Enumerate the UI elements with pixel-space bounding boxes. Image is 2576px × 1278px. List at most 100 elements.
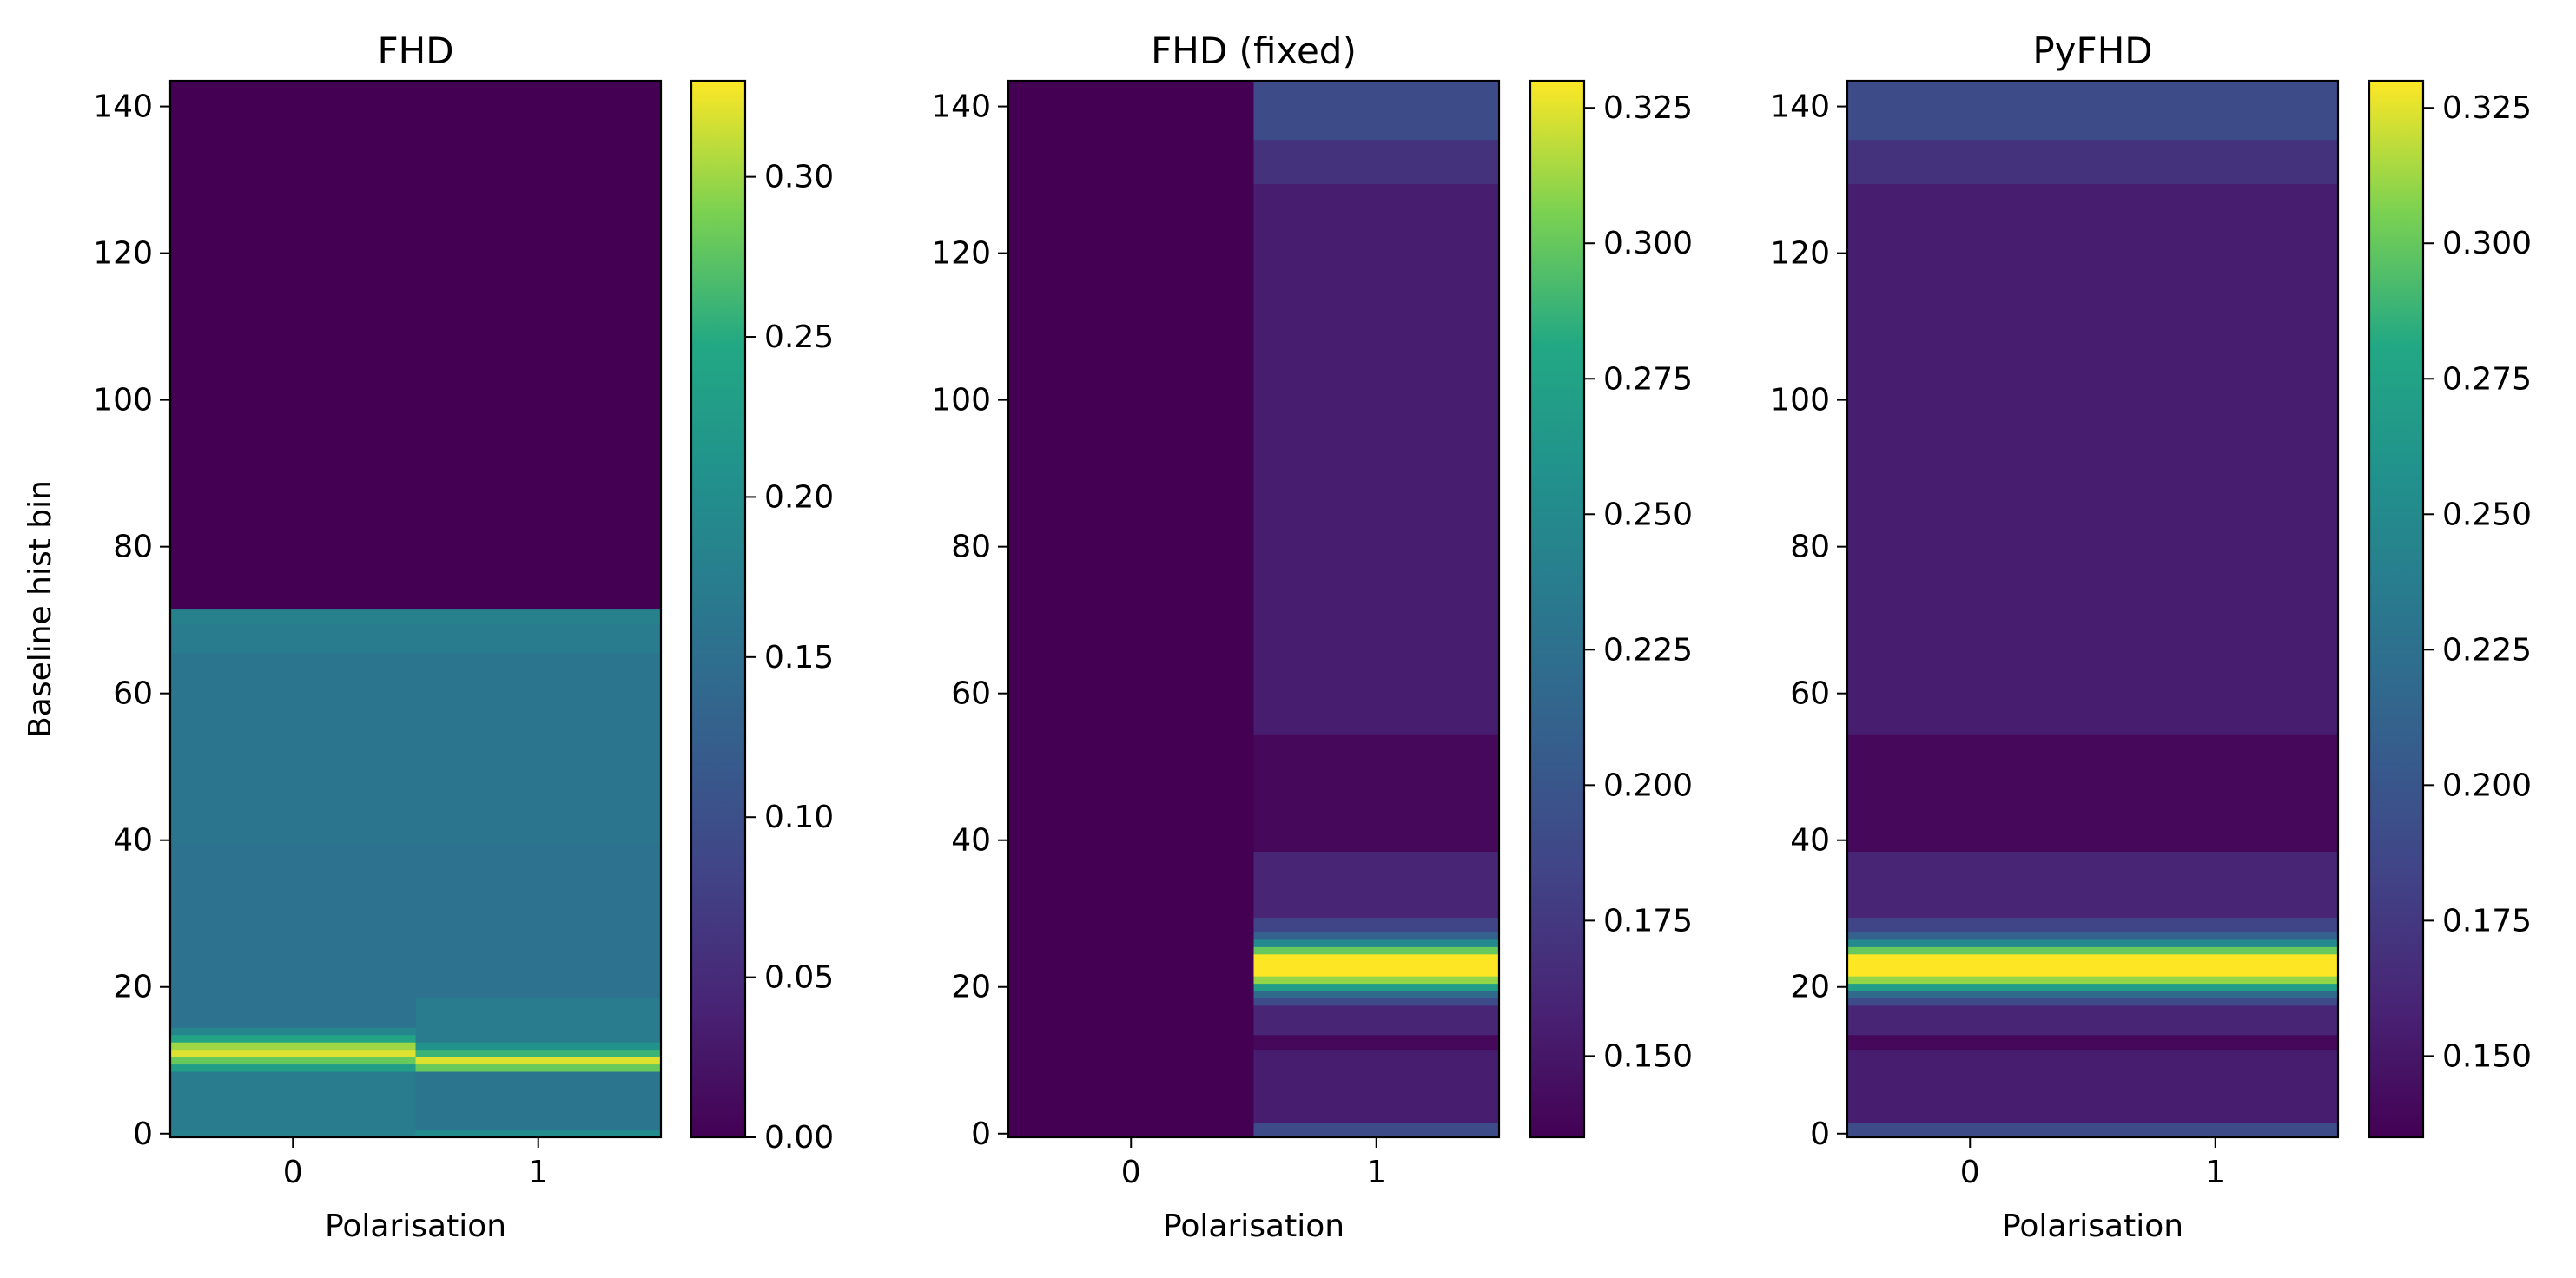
colorbar-tick-label: 0.275	[1603, 361, 1693, 397]
y-tick-label: 140	[931, 89, 991, 125]
heatmap-cell	[1253, 939, 1500, 947]
chart-title: PyFHD	[2032, 30, 2152, 72]
y-tick-label: 40	[113, 823, 153, 859]
colorbar-tick-label: 0.225	[2442, 632, 2532, 668]
heatmap-cell	[415, 843, 662, 999]
heatmap-cell	[1847, 1049, 2094, 1123]
heatmap-cell	[1253, 81, 1500, 141]
heatmap-cell	[2092, 953, 2339, 977]
heatmap-cell	[2092, 139, 2339, 184]
colorbar-tick-label: 0.325	[2442, 90, 2532, 126]
y-tick-label: 20	[1790, 970, 1830, 1005]
x-axis-label: Polarisation	[1163, 1209, 1344, 1244]
heatmap-cell	[170, 1057, 417, 1065]
heatmap-cell	[1847, 990, 2094, 999]
heatmap-cell	[2092, 983, 2339, 991]
heatmap-cell	[1253, 976, 1500, 985]
colorbar-frame	[1529, 79, 1586, 1139]
colorbar-tick-label: 0.25	[764, 320, 834, 355]
heatmap-cell	[1008, 81, 1255, 1138]
y-tick-label: 0	[1810, 1117, 1830, 1152]
y-tick-label: 100	[1770, 383, 1830, 418]
y-tick-label: 140	[93, 89, 153, 125]
heatmap-cell	[170, 609, 417, 624]
heatmap-cell	[1253, 851, 1500, 919]
subplot-2: PyFHD 0 20 40 60 80 100 120 140 0 1 Polarisation 0.1…	[1770, 30, 2532, 1244]
colorbar-tick-label: 0.150	[2442, 1038, 2532, 1074]
heatmap-cell	[1253, 734, 1500, 852]
heatmap-cell	[1847, 1005, 2094, 1036]
heatmap-cell	[1847, 976, 2094, 985]
heatmap-cell	[1253, 953, 1500, 977]
colorbar-tick-label: 0.15	[764, 640, 834, 675]
heatmap-cell	[170, 1034, 417, 1043]
heatmap-cell	[415, 81, 662, 610]
heatmap-cell	[1253, 1123, 1500, 1138]
heatmap-cell	[1253, 932, 1500, 940]
heatmap-cell	[1253, 946, 1500, 955]
colorbar	[1530, 81, 1584, 1137]
colorbar-tick-label: 0.30	[764, 160, 834, 195]
heatmap-cell	[415, 998, 662, 1043]
chart-title: FHD (fixed)	[1151, 30, 1357, 72]
axes-frame	[1846, 79, 2340, 1139]
colorbar-tick-label: 0.175	[1603, 903, 1693, 939]
heatmap-cell	[170, 81, 417, 610]
colorbar-tick-label: 0.150	[1603, 1038, 1693, 1074]
x-axis-label: Polarisation	[2002, 1209, 2183, 1244]
heatmap-cell	[2092, 1005, 2339, 1036]
heatmap-cell	[170, 653, 417, 845]
colorbar-frame	[2368, 79, 2425, 1139]
colorbar-tick-label: 0.250	[1603, 497, 1693, 532]
heatmap-cell	[2092, 734, 2339, 852]
heatmap-cell	[1253, 183, 1500, 735]
y-axis-label: Baseline hist bin	[23, 480, 58, 738]
colorbar	[2369, 81, 2423, 1137]
y-tick-label: 60	[1790, 676, 1830, 712]
heatmap-cell	[415, 1070, 662, 1131]
heatmap-cell	[1847, 917, 2094, 932]
colorbar-tick-label: 0.200	[1603, 767, 1693, 803]
y-tick-label: 140	[1770, 89, 1830, 125]
heatmap-cell	[2092, 1123, 2339, 1138]
heatmap-cell	[1253, 1034, 1500, 1051]
heatmap-cell	[1847, 81, 2094, 141]
y-tick-label: 80	[1790, 530, 1830, 565]
heatmap-cell	[2092, 976, 2339, 985]
heatmap-cell	[415, 1057, 662, 1065]
colorbar-tick-label: 0.300	[2442, 226, 2532, 261]
y-tick-label: 0	[971, 1117, 991, 1152]
heatmap-cell	[1847, 851, 2094, 919]
heatmap-cell	[1847, 946, 2094, 955]
heatmap-cell	[170, 1064, 417, 1072]
colorbar-tick-label: 0.05	[764, 960, 834, 996]
chart-title: FHD	[377, 30, 453, 72]
heatmap-cell	[170, 1027, 417, 1036]
heatmap-cell	[415, 623, 662, 654]
subplot-1: FHD (fixed) 0 20 40 60 80 100 120 140 0 1 Polarisat…	[931, 30, 1693, 1244]
heatmap-cell	[170, 1042, 417, 1051]
colorbar-tick-label: 0.20	[764, 479, 834, 515]
heatmap-cell	[170, 843, 417, 1028]
heatmap-cell	[2092, 1049, 2339, 1123]
colorbar	[691, 81, 745, 1137]
colorbar-tick-label: 0.275	[2442, 361, 2532, 397]
heatmap-cell	[1847, 998, 2094, 1006]
heatmap-cell	[1847, 939, 2094, 947]
y-tick-label: 0	[133, 1117, 153, 1152]
axes-frame	[1007, 79, 1501, 1139]
heatmap-cell	[1253, 1049, 1500, 1123]
colorbar-tick-label: 0.325	[1603, 90, 1693, 126]
colorbar-frame	[690, 79, 747, 1139]
x-tick-label: 0	[283, 1155, 303, 1190]
heatmap-cell	[415, 1130, 662, 1138]
heatmap-cell	[1253, 139, 1500, 184]
heatmap-cell	[415, 1049, 662, 1057]
heatmap-cell	[170, 1049, 417, 1057]
heatmap-cell	[1847, 932, 2094, 940]
heatmap-cell	[1253, 998, 1500, 1006]
heatmap-cells	[170, 81, 662, 1138]
heatmap-cell	[1253, 983, 1500, 991]
heatmap-cell	[170, 1130, 417, 1138]
